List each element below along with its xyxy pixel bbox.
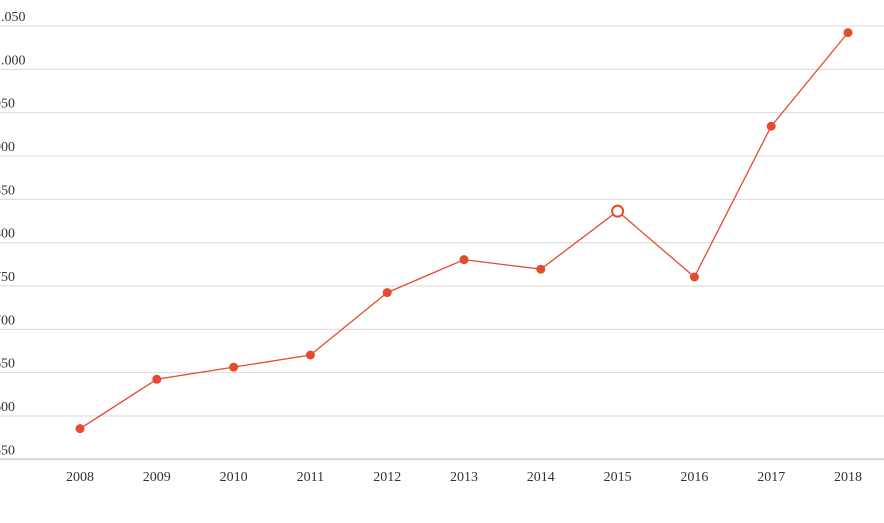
x-tick-label: 2011: [297, 470, 324, 485]
data-point[interactable]: [843, 28, 853, 38]
y-tick-label: 900: [0, 140, 15, 155]
y-tick-label: 750: [0, 270, 15, 285]
y-tick-label: 600: [0, 400, 15, 415]
y-tick-label: 850: [0, 183, 15, 198]
x-tick-label: 2009: [143, 470, 171, 485]
y-tick-label: 650: [0, 357, 15, 372]
y-tick-label: 550: [0, 443, 15, 458]
x-tick-label: 2015: [604, 470, 632, 485]
data-point[interactable]: [459, 255, 469, 265]
y-tick-label: 800: [0, 227, 15, 242]
data-point[interactable]: [75, 424, 85, 434]
x-tick-label: 2016: [680, 470, 708, 485]
grid-lines: [0, 25, 884, 460]
y-tick-label: 700: [0, 313, 15, 328]
x-tick-label: 2012: [373, 470, 401, 485]
y-tick-label: 950: [0, 97, 15, 112]
y-axis-tick-labels: 550 600 650 700 750 800 850 900 950 1.000 1.050: [0, 10, 26, 458]
data-point[interactable]: [766, 121, 776, 131]
series: [75, 28, 853, 434]
x-tick-label: 2008: [66, 470, 94, 485]
x-tick-label: 2017: [757, 470, 785, 485]
data-point[interactable]: [305, 350, 315, 360]
data-point[interactable]: [152, 374, 162, 384]
data-point[interactable]: [229, 362, 239, 372]
data-point-highlighted[interactable]: [611, 204, 625, 218]
series-line: [79, 32, 849, 430]
y-tick-label: 1.050: [0, 10, 26, 25]
x-tick-label: 2018: [834, 470, 862, 485]
x-tick-label: 2014: [527, 470, 555, 485]
x-tick-label: 2013: [450, 470, 478, 485]
y-tick-label: 1.000: [0, 53, 26, 68]
x-axis-tick-labels: 2008 2009 2010 2011 2012 2013 2014 2015 2016 2017…: [66, 470, 862, 485]
data-point[interactable]: [382, 288, 392, 298]
data-point[interactable]: [536, 264, 546, 274]
x-tick-label: 2010: [220, 470, 248, 485]
data-point[interactable]: [689, 272, 699, 282]
